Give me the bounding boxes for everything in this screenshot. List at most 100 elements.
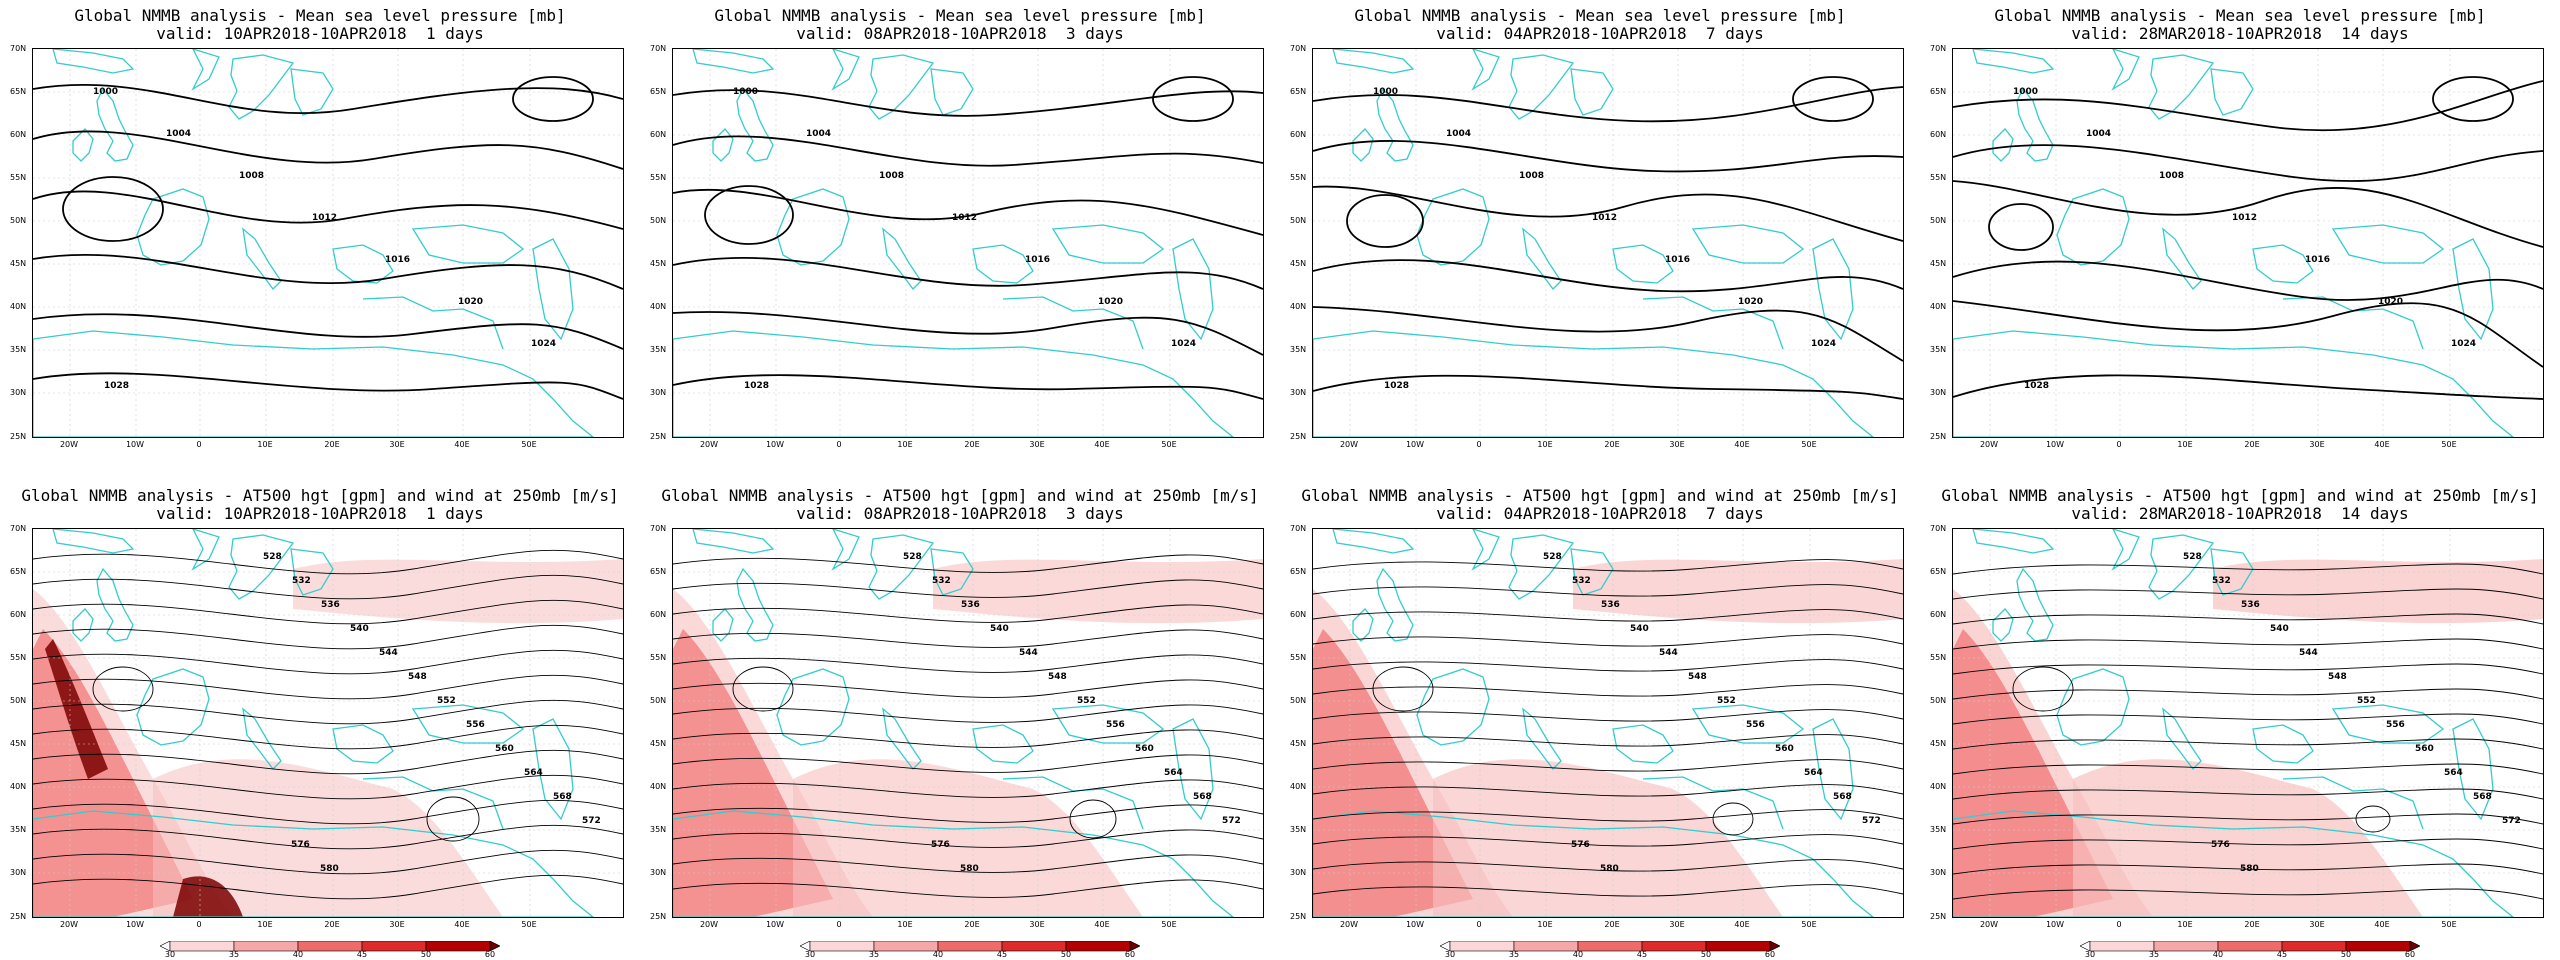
lat-tick-label: 55N (1930, 173, 1947, 182)
lat-tick-label: 70N (10, 44, 27, 53)
contour-value-label: 540 (350, 624, 369, 634)
lon-tick-label: 30E (2309, 920, 2325, 929)
lon-tick-label: 40E (1094, 440, 1110, 449)
contour-value-label: 1012 (1592, 213, 1617, 223)
contour-value-label: 1028 (1384, 381, 1409, 391)
lon-tick-label: 10W (765, 440, 785, 449)
lon-tick-label: 10W (2045, 920, 2065, 929)
panel-mslp-1: Global NMMB analysis - Mean sea level pr… (0, 0, 640, 480)
lon-tick-label: 20E (964, 920, 980, 929)
coastlines (1953, 529, 2515, 917)
colorbar-tick-label: 35 (868, 950, 880, 959)
contour-value-label: 1012 (952, 213, 977, 223)
lat-tick-label: 35N (1930, 345, 1947, 354)
contour-value-label: 1000 (1373, 87, 1398, 97)
contour-labels: 1000 1004 1008 1012 1016 1020 1024 1028 (733, 87, 1196, 391)
colorbar-tick-label: 35 (228, 950, 240, 959)
lat-tick-label: 65N (1290, 567, 1307, 576)
lat-tick-label: 60N (10, 610, 27, 619)
lon-tick-label: 0 (2116, 440, 2122, 449)
contour-lines (1953, 563, 2543, 900)
panel-title: Global NMMB analysis - AT500 hgt [gpm] a… (1301, 486, 1899, 505)
contour-value-label: 1024 (1171, 339, 1196, 349)
contour-value-label: 536 (2241, 600, 2260, 610)
lon-tick-label: 50E (521, 440, 537, 449)
lon-tick-label: 0 (196, 920, 202, 929)
lat-tick-label: 70N (1930, 44, 1947, 53)
colorbar-tick-label: 50 (2340, 950, 2352, 959)
lon-tick-label: 20W (1979, 440, 1999, 449)
contour-value-label: 572 (582, 816, 601, 826)
lon-tick-label: 20W (1339, 920, 1359, 929)
contour-value-label: 548 (2328, 672, 2347, 682)
lat-tick-label: 50N (1930, 696, 1947, 705)
contour-value-label: 560 (495, 744, 514, 754)
colorbar-tick-label: 50 (1060, 950, 1072, 959)
lat-tick-label: 45N (1290, 739, 1307, 748)
lon-tick-label: 20E (2244, 920, 2260, 929)
contour-value-label: 540 (990, 624, 1009, 634)
contour-value-label: 560 (1775, 744, 1794, 754)
contour-value-label: 1004 (2086, 129, 2111, 139)
lat-tick-label: 45N (1930, 259, 1947, 268)
contour-value-label: 576 (1571, 840, 1590, 850)
contour-value-label: 576 (291, 840, 310, 850)
lat-tick-label: 25N (10, 912, 27, 921)
lat-tick-label: 30N (1930, 868, 1947, 877)
colorbar-tick-label: 45 (2276, 950, 2288, 959)
jet-colorbar (799, 938, 1141, 957)
jet-shading (33, 559, 623, 917)
lon-tick-label: 10W (2045, 440, 2065, 449)
panel-title: Global NMMB analysis - AT500 hgt [gpm] a… (1941, 486, 2539, 505)
contour-value-label: 1028 (104, 381, 129, 391)
colorbar-tick-label: 30 (804, 950, 816, 959)
lat-tick-label: 30N (1290, 388, 1307, 397)
panel-title: Global NMMB analysis - AT500 hgt [gpm] a… (661, 486, 1259, 505)
panel-z500-1: Global NMMB analysis - AT500 hgt [gpm] a… (0, 480, 640, 960)
lat-tick-label: 60N (650, 130, 667, 139)
coastlines (673, 49, 1235, 437)
lat-tick-label: 45N (1930, 739, 1947, 748)
contour-labels: 528 532 536 540 544 548 552 556 560 564 568 572 576 5… (903, 552, 1241, 874)
lon-tick-label: 20W (59, 440, 79, 449)
contour-value-label: 1028 (744, 381, 769, 391)
contour-value-label: 1016 (1025, 255, 1050, 265)
lat-tick-label: 55N (1290, 173, 1307, 182)
lat-tick-label: 65N (1930, 567, 1947, 576)
contour-value-label: 556 (1106, 720, 1125, 730)
contour-value-label: 1024 (2451, 339, 2476, 349)
contour-value-label: 1028 (2024, 381, 2049, 391)
lat-tick-label: 50N (1290, 216, 1307, 225)
lat-tick-label: 65N (650, 567, 667, 576)
contour-value-label: 556 (466, 720, 485, 730)
lon-tick-label: 50E (521, 920, 537, 929)
contour-value-label: 1008 (879, 171, 904, 181)
lat-tick-label: 40N (1290, 782, 1307, 791)
contour-value-label: 532 (2212, 576, 2231, 586)
lat-tick-label: 55N (1930, 653, 1947, 662)
lon-tick-label: 0 (836, 440, 842, 449)
lon-tick-label: 0 (836, 920, 842, 929)
contour-value-label: 564 (1804, 768, 1823, 778)
contour-labels: 528 532 536 540 544 548 552 556 560 564 568 572 576 5… (2183, 552, 2521, 874)
lon-tick-label: 20W (699, 440, 719, 449)
lat-tick-label: 65N (10, 567, 27, 576)
contour-value-label: 1020 (2378, 297, 2403, 307)
lon-tick-label: 10E (897, 440, 913, 449)
lat-tick-label: 50N (650, 696, 667, 705)
lat-tick-label: 55N (1290, 653, 1307, 662)
colorbar-tick-label: 60 (484, 950, 496, 959)
lat-tick-label: 40N (1290, 302, 1307, 311)
lat-tick-label: 60N (1930, 610, 1947, 619)
lat-tick-label: 35N (10, 345, 27, 354)
contour-value-label: 544 (1659, 648, 1678, 658)
map-frame: 528 532 536 540 544 548 552 556 560 564 568 572 576 5… (672, 528, 1264, 918)
contour-value-label: 540 (2270, 624, 2289, 634)
lat-tick-label: 60N (650, 610, 667, 619)
lon-tick-label: 10W (1405, 920, 1425, 929)
lon-tick-label: 50E (1801, 440, 1817, 449)
contour-value-label: 528 (263, 552, 282, 562)
coastlines (1313, 49, 1875, 437)
lat-tick-label: 30N (650, 388, 667, 397)
contour-value-label: 532 (932, 576, 951, 586)
